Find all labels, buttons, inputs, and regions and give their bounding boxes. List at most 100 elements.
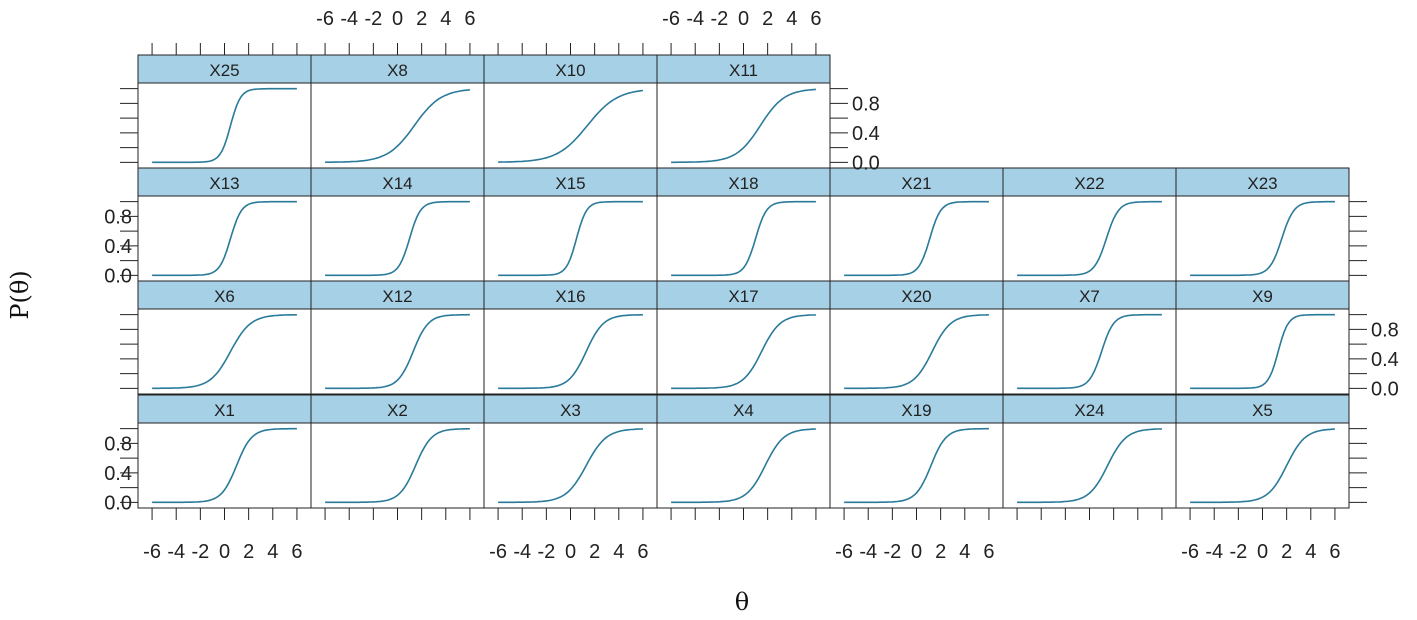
x-tick-label: -6 [316, 8, 334, 30]
plot-area [829, 308, 1004, 395]
curve-x25 [152, 87, 297, 164]
panel-grid: X25 X8 X10 X11 X13 X14 X15 X18 X21 X22 X23 X6 X12 X16… [137, 54, 1350, 509]
plot-area [829, 422, 1004, 509]
strip-x4 [656, 394, 831, 424]
curve-x10 [498, 89, 643, 163]
x-tick-label: 0 [565, 541, 576, 563]
curve-x24 [1017, 428, 1162, 504]
x-tick-label: 2 [589, 541, 600, 563]
strip-label: X4 [733, 401, 754, 420]
panel-x22: X22 [1002, 167, 1177, 282]
plot-area [656, 82, 831, 169]
y-tick-label: 0.0 [852, 152, 880, 174]
strip-label: X18 [728, 174, 758, 193]
panel-x5: X5 [1175, 394, 1350, 509]
curve-x12 [325, 313, 470, 390]
plot-area [137, 308, 312, 395]
axes-layer: -6 -4 -2 0 2 4 6 -6 -4 -2 0 2 4 6-6 -4 -2 0 2 4 6 -6 -4 -2 0 2 4 6… [104, 8, 1399, 563]
y-tick-label: 0.8 [852, 93, 880, 115]
curve-x23 [1190, 200, 1335, 277]
strip-x20 [829, 280, 1004, 310]
strip-label: X3 [560, 401, 581, 420]
curve-x15 [498, 200, 643, 277]
strip-label: X9 [1252, 287, 1273, 306]
strip-label: X13 [209, 174, 239, 193]
x-tick-label: 4 [959, 541, 970, 563]
panel-x16: X16 [483, 280, 658, 395]
strip-x12 [310, 280, 485, 310]
curve-x9 [1190, 313, 1335, 390]
curve-x4 [671, 428, 816, 504]
y-axis-row-2-left: 0.0 0.4 0.8 [104, 201, 138, 287]
x-axis-col-4-top: -6 -4 -2 0 2 4 6 [662, 8, 821, 55]
plot-area [483, 195, 658, 282]
y-tick-label: 0.0 [104, 492, 132, 514]
panel-x1: X1 [137, 394, 312, 509]
x-tick-label: 6 [637, 541, 648, 563]
curve-x18 [671, 200, 816, 277]
strip-x15 [483, 167, 658, 197]
strip-x3 [483, 394, 658, 424]
plot-area [310, 82, 485, 169]
curve-x17 [671, 314, 816, 390]
panel-x2: X2 [310, 394, 485, 509]
strip-label: X21 [901, 174, 931, 193]
plot-area [829, 195, 1004, 282]
strip-x1 [137, 394, 312, 424]
x-tick-label: 2 [416, 8, 427, 30]
strip-label: X24 [1074, 401, 1104, 420]
panel-x19: X19 [829, 394, 1004, 509]
strip-x7 [1002, 280, 1177, 310]
x-tick-label: 2 [935, 541, 946, 563]
x-tick-label: -6 [662, 8, 680, 30]
x-tick-label: -2 [710, 8, 728, 30]
plot-area [1175, 195, 1350, 282]
x-axis-col-7-bottom: -6 -4 -2 0 2 4 6 [1181, 508, 1340, 563]
curve-x21 [844, 200, 989, 277]
curve-x3 [498, 428, 643, 504]
plot-area [1175, 308, 1350, 395]
x-tick-label: -4 [686, 8, 704, 30]
x-tick-label: -2 [1229, 541, 1247, 563]
y-axis-row-2-right [1349, 201, 1367, 276]
x-tick-label: 6 [1329, 541, 1340, 563]
plot-area [483, 422, 658, 509]
x-axis-col-2-top: -6 -4 -2 0 2 4 6 [316, 8, 475, 55]
strip-label: X10 [555, 61, 585, 80]
plot-area [310, 422, 485, 509]
curve-x1 [152, 427, 297, 504]
plot-area [1175, 422, 1350, 509]
strip-label: X23 [1247, 174, 1277, 193]
panel-x11: X11 [656, 54, 831, 169]
strip-x16 [483, 280, 658, 310]
y-axis-row-3-right: 0.0 0.4 0.8 [1349, 314, 1399, 400]
panel-x24: X24 [1002, 394, 1177, 509]
curve-x14 [325, 200, 470, 277]
x-tick-label: 0 [1257, 541, 1268, 563]
strip-label: X11 [729, 61, 758, 80]
plot-area [137, 82, 312, 169]
x-tick-label: -4 [1205, 541, 1223, 563]
x-axis-title: θ [735, 588, 749, 616]
x-tick-label: 4 [440, 8, 451, 30]
y-tick-label: 0.8 [104, 206, 132, 228]
x-axis-col-1-bottom: -6 -4 -2 0 2 4 6 [143, 508, 302, 563]
x-tick-label: 2 [243, 541, 254, 563]
x-tick-label: -4 [167, 541, 185, 563]
panel-x3: X3 [483, 394, 658, 509]
strip-x25 [137, 54, 312, 84]
curve-x7 [1017, 313, 1162, 390]
x-axis-col-6-bottom [1016, 508, 1163, 520]
panel-x8: X8 [310, 54, 485, 169]
panel-x13: X13 [137, 167, 312, 282]
x-tick-label: 0 [219, 541, 230, 563]
y-tick-label: 0.8 [104, 433, 132, 455]
strip-x2 [310, 394, 485, 424]
strip-x6 [137, 280, 312, 310]
x-tick-label: 6 [464, 8, 475, 30]
strip-label: X17 [728, 287, 758, 306]
strip-label: X6 [214, 287, 235, 306]
x-tick-label: 2 [762, 8, 773, 30]
x-axis-col-2-bottom [324, 508, 471, 520]
x-tick-label: 0 [738, 8, 749, 30]
